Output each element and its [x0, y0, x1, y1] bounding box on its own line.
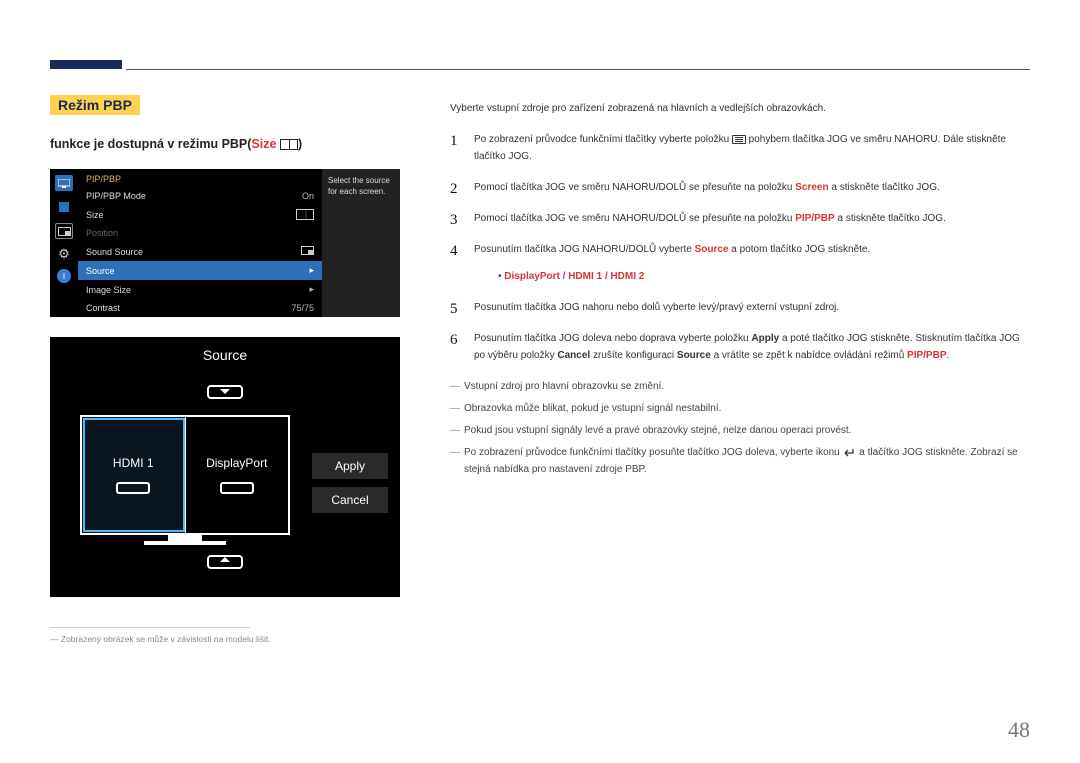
note-2: Obrazovka může blikat, pokud je vstupní …	[450, 400, 1030, 417]
header-rule	[126, 69, 1030, 70]
subtitle-suffix: )	[298, 137, 302, 151]
note-1: Vstupní zdroj pro hlavní obrazovku se zm…	[450, 378, 1030, 395]
pip-layout-icon[interactable]	[55, 223, 73, 239]
caption-rule	[50, 627, 250, 628]
gear-icon[interactable]: ⚙	[58, 246, 70, 262]
subtitle-size: Size	[251, 137, 276, 151]
osd-row-contrast[interactable]: Contrast75/75	[78, 299, 322, 317]
osd-row-mode[interactable]: PIP/PBP ModeOn	[78, 187, 322, 205]
osd-sidebar: ⚙ i	[50, 169, 78, 317]
source-panel: Source HDMI 1 DisplayPort Apply Cancel	[50, 337, 400, 597]
osd-main: PIP/PBP PIP/PBP ModeOn Size Position Sou…	[78, 169, 322, 317]
left-source-label: HDMI 1	[113, 456, 154, 470]
nav-pad-icon[interactable]	[55, 198, 73, 216]
osd-row-position: Position	[78, 224, 322, 242]
osd-menu: ⚙ i PIP/PBP PIP/PBP ModeOn Size Position…	[50, 169, 400, 317]
bottom-port-icon	[207, 555, 243, 569]
apply-button[interactable]: Apply	[312, 453, 388, 479]
subtitle-prefix: funkce je dostupná v režimu PBP(	[50, 137, 251, 151]
dp-port-icon	[220, 482, 254, 494]
hdmi-port-icon	[116, 482, 150, 494]
return-icon	[843, 448, 857, 457]
osd-row-image[interactable]: Image Size▸	[78, 280, 322, 299]
osd-help: Select the source for each screen.	[322, 169, 400, 317]
page-title: Režim PBP	[50, 95, 140, 115]
step-1: Po zobrazení průvodce funkčními tlačítky…	[450, 131, 1030, 165]
top-port-icon	[207, 385, 243, 399]
header-tab	[50, 60, 122, 69]
note-4: Po zobrazení průvodce funkčními tlačítky…	[450, 444, 1030, 478]
steps-list: Po zobrazení průvodce funkčními tlačítky…	[450, 131, 1030, 364]
step-3: Pomocí tlačítka JOG ve směru NAHORU/DOLŮ…	[450, 210, 1030, 227]
left-column: Režim PBP funkce je dostupná v režimu PB…	[50, 95, 420, 644]
cancel-button[interactable]: Cancel	[312, 487, 388, 513]
intro-text: Vyberte vstupní zdroje pro zařízení zobr…	[450, 100, 1030, 117]
monitor-icon[interactable]	[55, 175, 73, 191]
caption-text: ― Zobrazený obrázek se může v závislosti…	[50, 634, 420, 644]
monitor-right[interactable]: DisplayPort	[186, 417, 289, 533]
step-2: Pomocí tlačítka JOG ve směru NAHORU/DOLŮ…	[450, 179, 1030, 196]
monitor-left[interactable]: HDMI 1	[82, 417, 186, 533]
menu-icon	[732, 135, 746, 144]
osd-row-source[interactable]: Source▸	[78, 261, 322, 280]
right-source-label: DisplayPort	[206, 456, 267, 470]
source-title: Source	[50, 337, 400, 369]
right-column: Vyberte vstupní zdroje pro zařízení zobr…	[450, 100, 1030, 483]
step-5: Posunutím tlačítka JOG nahoru nebo dolů …	[450, 299, 1030, 316]
monitor-stand	[168, 535, 202, 541]
info-icon[interactable]: i	[57, 269, 71, 283]
source-buttons: Apply Cancel	[312, 453, 388, 513]
step-6: Posunutím tlačítka JOG doleva nebo dopra…	[450, 330, 1030, 364]
note-3: Pokud jsou vstupní signály levé a pravé …	[450, 422, 1030, 439]
page-number: 48	[1008, 717, 1030, 743]
osd-row-size[interactable]: Size	[78, 205, 322, 224]
pbp-size-icon	[280, 139, 298, 150]
monitor-frame: HDMI 1 DisplayPort	[80, 415, 290, 535]
osd-row-sound[interactable]: Sound Source	[78, 242, 322, 261]
subtitle: funkce je dostupná v režimu PBP(Size )	[50, 137, 420, 151]
notes-list: Vstupní zdroj pro hlavní obrazovku se zm…	[450, 378, 1030, 478]
step-4: Posunutím tlačítka JOG NAHORU/DOLŮ vyber…	[450, 241, 1030, 285]
source-options: DisplayPort / HDMI 1 / HDMI 2	[498, 268, 1030, 285]
osd-title: PIP/PBP	[78, 169, 322, 187]
